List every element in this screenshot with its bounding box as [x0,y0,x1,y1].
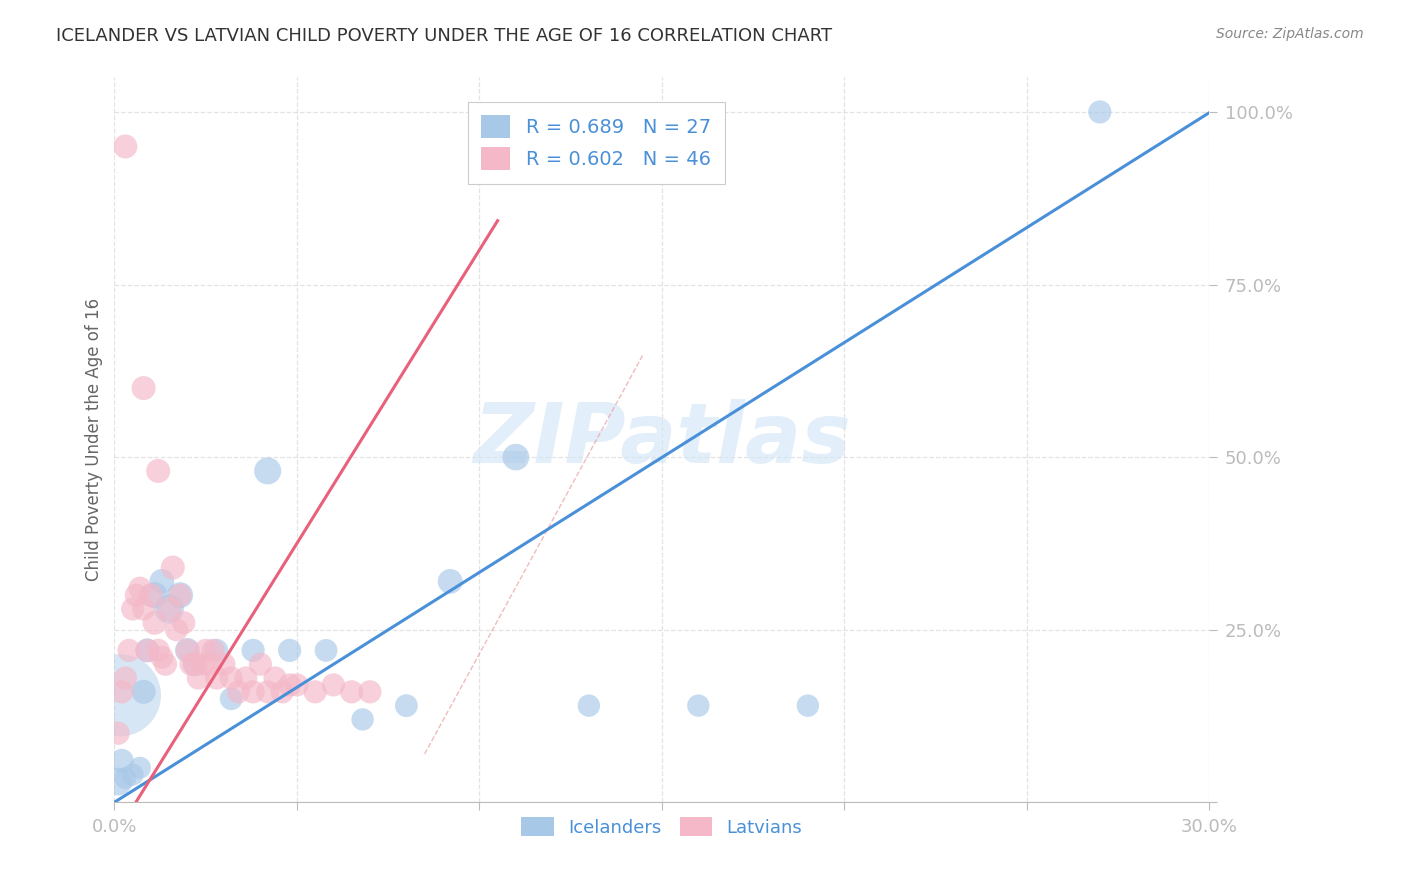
Point [578,698,600,713]
Point [212,657,235,672]
Point [304,685,326,699]
Point [242,685,264,699]
Point [169,588,191,602]
Point [205,643,228,657]
Point [322,678,344,692]
Point [139,588,162,602]
Point [111,754,134,768]
Point [191,657,214,672]
Point [183,657,205,672]
Point [198,657,221,672]
Point [194,643,217,657]
Point [114,771,136,785]
Point [132,602,155,616]
Point [129,581,152,595]
Point [150,650,173,665]
Point [125,588,148,602]
Point [107,774,129,789]
Point [183,657,205,672]
Point [505,450,527,464]
Point [176,643,198,657]
Text: ICELANDER VS LATVIAN CHILD POVERTY UNDER THE AGE OF 16 CORRELATION CHART: ICELANDER VS LATVIAN CHILD POVERTY UNDER… [56,27,832,45]
Point [143,588,166,602]
Point [121,767,143,781]
Point [235,671,257,685]
Point [797,698,820,713]
Point [352,713,374,727]
Point [395,698,418,713]
Point [143,615,166,630]
Point [219,671,242,685]
Point [1088,105,1111,120]
Point [148,643,170,657]
Legend: Icelanders, Latvians: Icelanders, Latvians [515,810,810,844]
Point [688,698,710,713]
Point [271,685,294,699]
Point [242,643,264,657]
Point [114,139,136,153]
Point [157,602,180,616]
Text: ZIPatlas: ZIPatlas [472,400,851,481]
Point [256,685,278,699]
Point [150,574,173,589]
Point [129,761,152,775]
Point [180,657,202,672]
Point [114,671,136,685]
Point [107,726,129,740]
Point [264,671,287,685]
Point [173,615,195,630]
Point [256,464,278,478]
Point [132,685,155,699]
Point [111,685,134,699]
Text: Source: ZipAtlas.com: Source: ZipAtlas.com [1216,27,1364,41]
Point [108,688,131,702]
Point [205,671,228,685]
Point [340,685,363,699]
Point [157,602,180,616]
Point [169,588,191,602]
Point [439,574,461,589]
Point [132,381,155,395]
Point [136,643,159,657]
Point [176,643,198,657]
Point [285,678,308,692]
Point [249,657,271,672]
Point [121,602,143,616]
Point [155,657,177,672]
Point [187,671,209,685]
Point [278,678,301,692]
Point [162,560,184,574]
Point [201,643,224,657]
Y-axis label: Child Poverty Under the Age of 16: Child Poverty Under the Age of 16 [86,298,103,582]
Point [148,464,170,478]
Point [136,643,159,657]
Point [166,623,188,637]
Point [278,643,301,657]
Point [219,691,242,706]
Point [359,685,381,699]
Point [228,685,250,699]
Point [315,643,337,657]
Point [118,643,141,657]
